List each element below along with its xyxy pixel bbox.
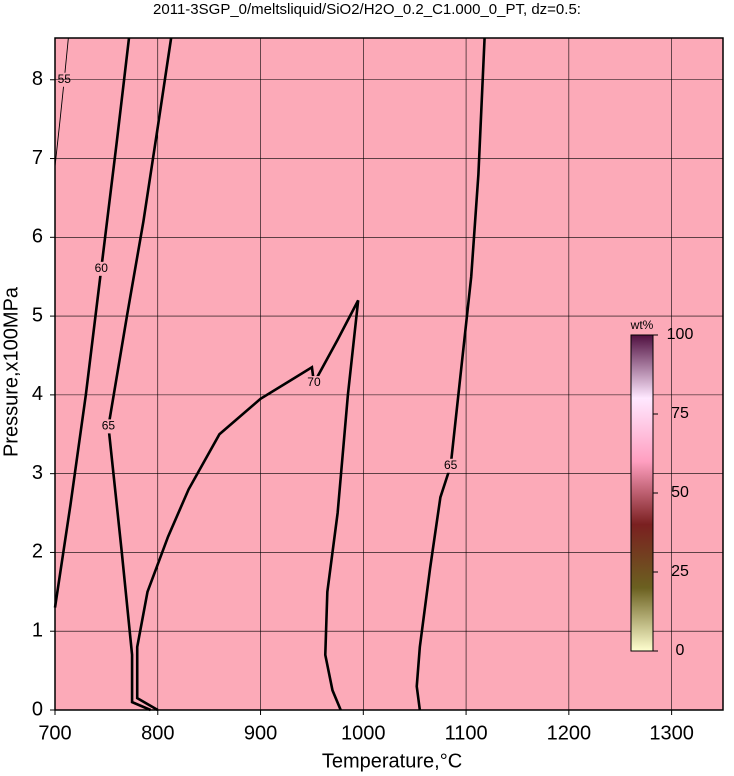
y-tick-label: 1 <box>32 620 43 642</box>
colorbar-tick-label: 75 <box>671 405 689 422</box>
y-tick-label: 6 <box>32 226 43 248</box>
y-tick-label: 7 <box>32 147 43 169</box>
contour-label: 70 <box>307 375 321 389</box>
colorbar-tick-label: 50 <box>671 484 689 501</box>
y-tick-label: 2 <box>32 541 43 563</box>
x-tick-label: 1300 <box>649 722 694 744</box>
x-tick-label: 1100 <box>445 722 488 744</box>
contour-line <box>135 299 360 712</box>
x-tick-label: 800 <box>141 722 174 744</box>
contour-line <box>415 37 486 711</box>
y-tick-label: 0 <box>32 698 43 720</box>
contour-label: 65 <box>444 458 458 472</box>
contour-label-bg <box>305 376 322 391</box>
chart-title: 2011-3SGP_0/meltsliquid/SiO2/H2O_0.2_C1.… <box>153 1 581 18</box>
contour-label-bg <box>93 261 110 276</box>
contour-label: 55 <box>58 72 72 86</box>
colorbar-label: wt% <box>630 318 654 332</box>
contour-label-bg <box>100 419 117 434</box>
contour-label: 65 <box>102 419 116 433</box>
contour-line <box>53 37 131 608</box>
y-tick-label: 4 <box>32 383 43 405</box>
contour-line <box>54 37 69 167</box>
y-tick-label: 8 <box>32 68 43 90</box>
y-tick-label: 3 <box>32 462 43 484</box>
colorbar-tick-label: 100 <box>667 326 694 343</box>
colorbar-tick-label: 0 <box>676 642 685 659</box>
colorbar <box>630 334 654 652</box>
y-tick-label: 5 <box>32 304 43 326</box>
x-axis-label: Temperature,°C <box>322 750 462 772</box>
x-tick-label: 700 <box>38 722 71 744</box>
colorbar-tick-label: 25 <box>671 563 689 580</box>
y-axis-label: Pressure,x100MPa <box>0 286 22 457</box>
contour-label: 60 <box>95 261 109 275</box>
contour-label-bg <box>442 458 459 473</box>
plot-background <box>55 38 723 710</box>
x-tick-label: 900 <box>244 722 277 744</box>
x-tick-label: 1200 <box>547 722 592 744</box>
x-tick-label: 1000 <box>341 722 386 744</box>
plot-frame <box>54 37 724 711</box>
